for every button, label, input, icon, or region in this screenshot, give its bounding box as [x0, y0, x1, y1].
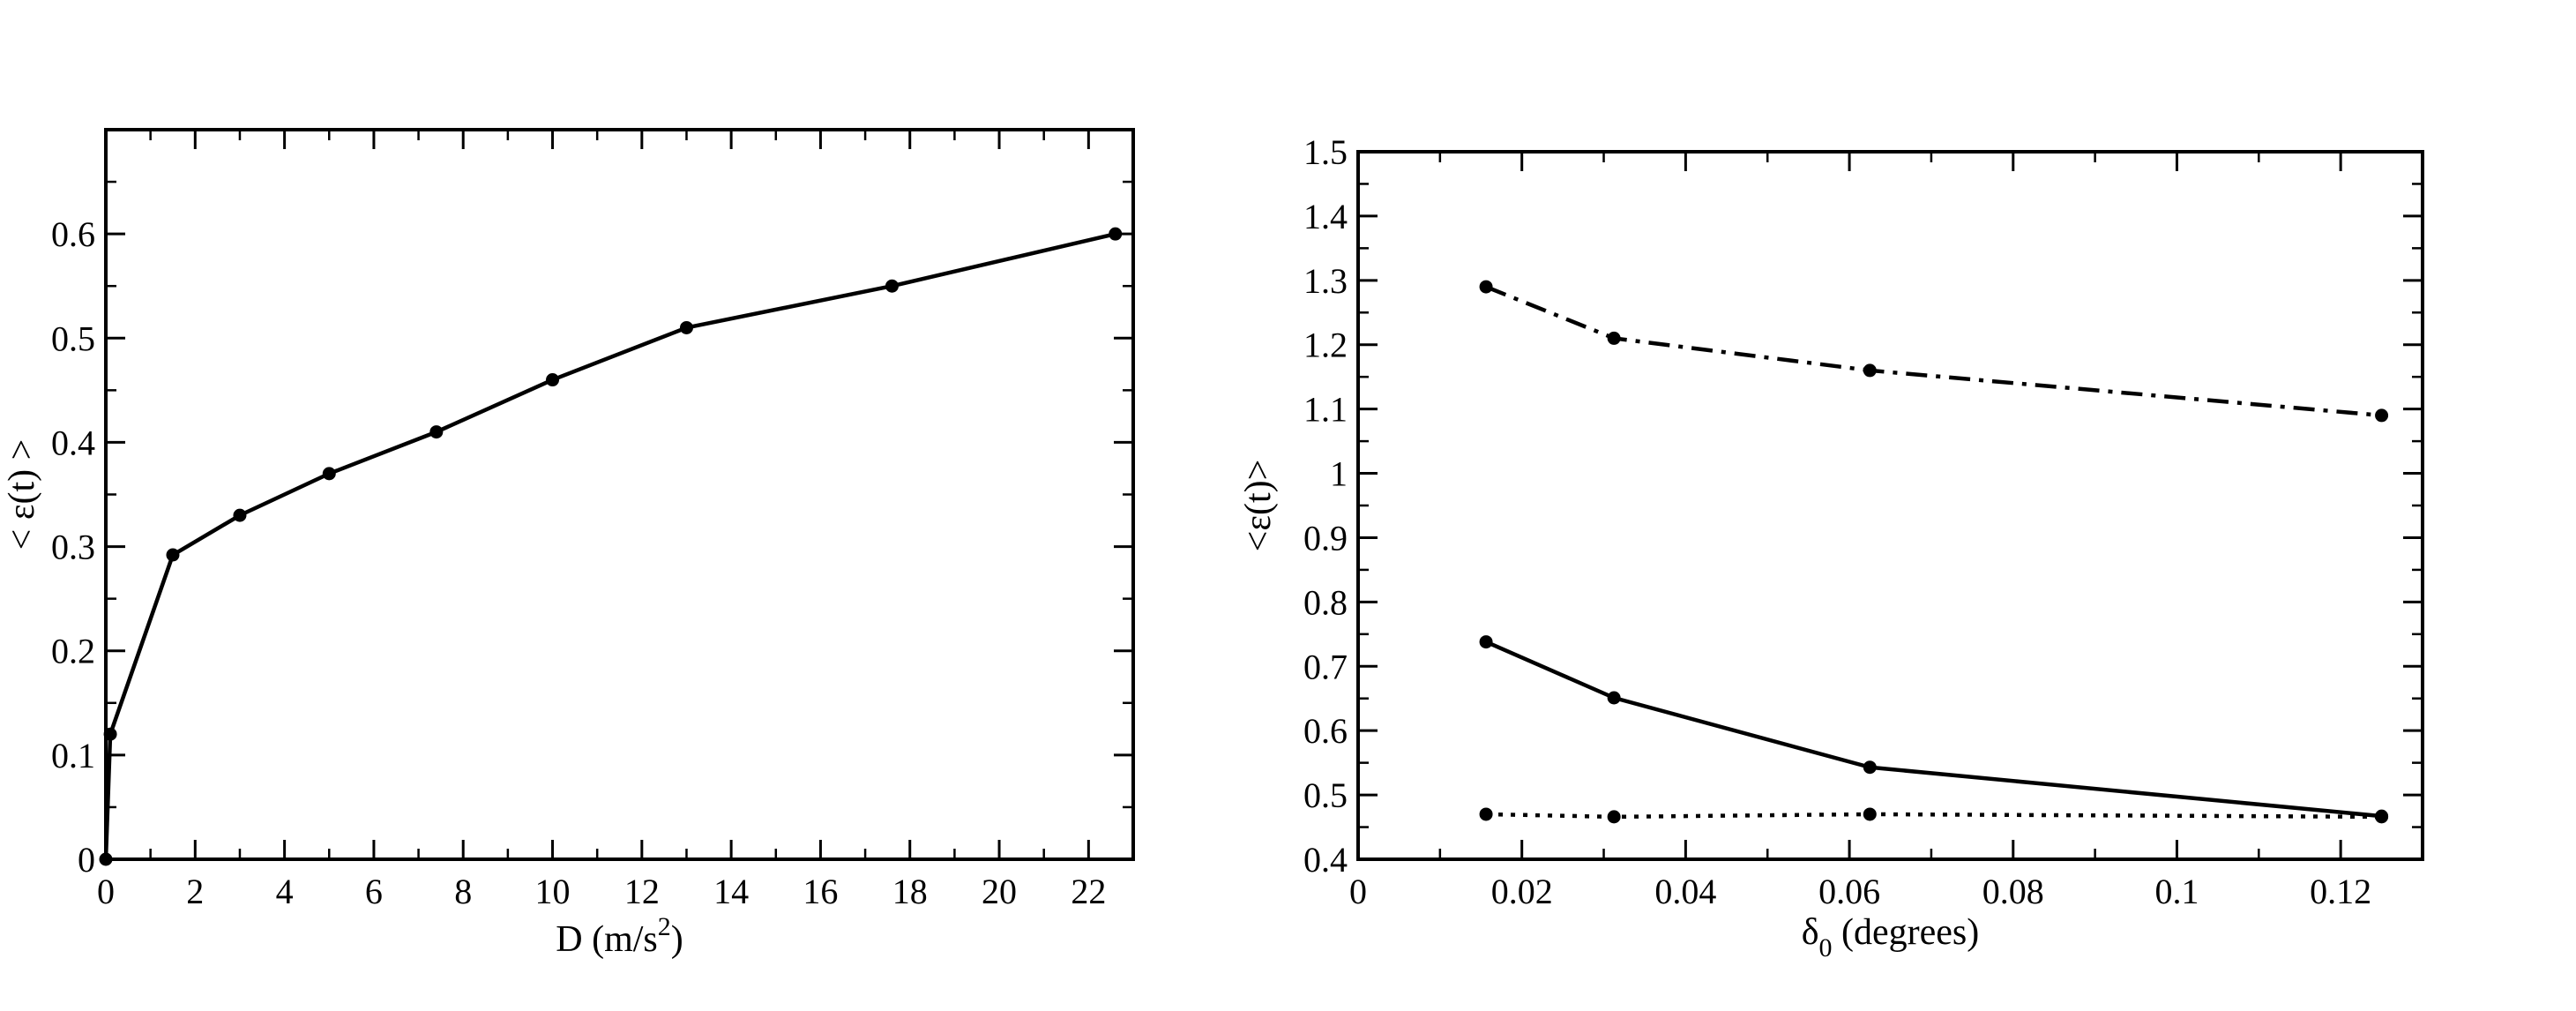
- data-point: [1863, 760, 1877, 775]
- x-axis-label: δ0 (degrees): [1802, 912, 1980, 962]
- y-tick-label: 1.5: [1303, 132, 1348, 172]
- x-tick-label: 10: [535, 872, 571, 911]
- data-point: [1863, 807, 1877, 821]
- x-tick-label: 16: [803, 872, 838, 911]
- x-tick-label: 6: [365, 872, 383, 911]
- y-tick-label: 0.6: [1303, 711, 1348, 751]
- x-tick-label: 22: [1071, 872, 1106, 911]
- x-tick-label: 0.08: [1982, 872, 2044, 911]
- y-axis-label: <ε(t)>: [1238, 460, 1279, 552]
- data-point: [233, 508, 247, 522]
- right-chart: 0 0.02 0.04 0.06 0.08 0.1 0.12 0.4 0.5 0.6 0.7 0.8 0…: [1238, 132, 2424, 962]
- x-tick-label: 0.1: [2154, 872, 2199, 911]
- x-tick-label: 0.06: [1818, 872, 1880, 911]
- data-point: [885, 279, 899, 293]
- data-point: [1479, 635, 1493, 649]
- y-axis-label: < ε(t) >: [2, 439, 42, 550]
- data-point: [1863, 363, 1877, 378]
- plot-frame: [104, 128, 1135, 861]
- data-point: [103, 727, 117, 741]
- x-tick-label: 18: [892, 872, 928, 911]
- x-tick-label: 0.02: [1491, 872, 1553, 911]
- y-tick-label: 1.2: [1303, 326, 1348, 365]
- data-point: [1607, 810, 1621, 824]
- y-tick-label: 1.4: [1303, 197, 1348, 236]
- y-tick-label: 1: [1330, 454, 1348, 494]
- x-tick-label: 4: [276, 872, 294, 911]
- y-tick-label: 0.5: [1303, 775, 1348, 815]
- y-tick-label: 0.1: [51, 736, 95, 775]
- x-tick-label: 12: [624, 872, 660, 911]
- x-tick-label: 0: [1349, 872, 1367, 911]
- x-tick-label: 14: [713, 872, 749, 911]
- series-line-solid: [1485, 640, 2382, 819]
- x-tick-label: 8: [454, 872, 472, 911]
- y-tick-label: 1.3: [1303, 261, 1348, 301]
- y-tick-label: 0.8: [1303, 582, 1348, 622]
- data-point: [679, 320, 693, 334]
- data-point: [1109, 227, 1123, 241]
- y-tick-label: 1.1: [1303, 390, 1348, 430]
- x-tick-label: 20: [982, 872, 1017, 911]
- data-point: [429, 425, 444, 439]
- data-point: [2375, 810, 2389, 824]
- plot-frame: [1356, 150, 2424, 861]
- data-point: [1479, 280, 1493, 294]
- data-point: [322, 467, 336, 481]
- y-tick-label: 0.2: [51, 632, 95, 671]
- y-tick-label: 0.9: [1303, 518, 1348, 558]
- y-tick-label: 0.6: [51, 214, 95, 254]
- y-tick-label: 0.4: [51, 423, 95, 462]
- data-point: [1479, 807, 1493, 821]
- series-line-solid: [103, 231, 1116, 860]
- y-tick-label: 0.3: [51, 528, 95, 567]
- x-tick-label: 0.04: [1654, 872, 1716, 911]
- y-tick-label: 0.5: [51, 318, 95, 358]
- data-point: [166, 548, 180, 562]
- data-point: [1607, 691, 1621, 705]
- y-tick-label: 0: [78, 840, 95, 880]
- left-chart: 0 2 4 6 8 10 12 14 16 18 20 22 0 0.1 0.2 0.3 0.4 0.5 0.6 D …: [2, 128, 1135, 960]
- data-point: [1607, 331, 1621, 345]
- series-line-dashdot: [1485, 285, 2382, 418]
- data-point: [2375, 408, 2389, 423]
- x-tick-label: 0.12: [2310, 872, 2371, 911]
- x-tick-label: 2: [186, 872, 204, 911]
- data-point: [99, 852, 113, 866]
- series-line-dotted: [1486, 812, 2382, 820]
- x-axis-label: D (m/s2): [556, 912, 683, 960]
- data-point: [546, 373, 560, 387]
- y-tick-label: 0.7: [1303, 647, 1348, 686]
- y-tick-label: 0.4: [1303, 840, 1348, 880]
- x-tick-label: 0: [97, 872, 115, 911]
